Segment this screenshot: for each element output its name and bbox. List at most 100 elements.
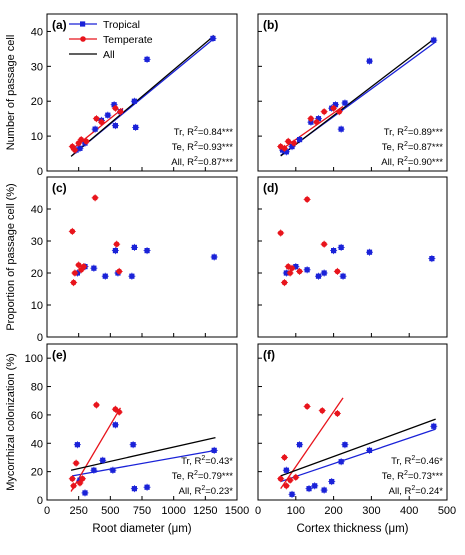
panel-b-annotation: Tr, R2=0.89*** <box>384 126 444 138</box>
legend-label-all: All <box>103 49 115 61</box>
y-axis-title-colonization: Mycorrhizal colonization (%) <box>5 353 17 491</box>
panel-c-frame <box>46 176 238 338</box>
panel-a-ytick-label: 40 <box>31 26 43 38</box>
panel-b-point-temperate <box>321 108 327 115</box>
panel-e-point-tropical <box>74 442 80 448</box>
panel-e-annotation: All, R2=0.23* <box>179 485 234 497</box>
panel-e-point-temperate <box>70 483 77 489</box>
panel-f-annotation: Tr, R2=0.46* <box>391 455 443 467</box>
panel-d-point-temperate <box>289 265 295 272</box>
panel-f-point-tropical <box>338 459 344 465</box>
panel-f-xtick-label: 0 <box>255 505 261 517</box>
panel-b-letter: (b) <box>263 18 278 32</box>
panel-d-point-temperate <box>277 230 284 236</box>
panel-e-point-tropical <box>112 422 118 428</box>
panel-f-xtick-label: 100 <box>287 505 305 517</box>
panel-f-point-tropical <box>329 478 335 485</box>
panel-a-ytick-label: 0 <box>37 166 43 178</box>
panel-e-xtick-label: 500 <box>101 505 119 517</box>
panel-a-point-temperate <box>72 147 78 153</box>
panel-f-xtick-label: 300 <box>362 505 380 517</box>
panel-e-point-tropical <box>91 467 97 473</box>
panel-f-point-temperate <box>277 475 284 482</box>
panel-a-point-temperate <box>83 138 90 145</box>
panel-d-point-tropical <box>338 244 344 250</box>
panel-a-point-temperate <box>112 105 119 111</box>
panel-f-xtick-label: 400 <box>400 505 418 517</box>
panel-c-point-tropical <box>144 248 150 254</box>
panel-e-xtick-label: 1500 <box>225 505 249 517</box>
panel-b-point-temperate <box>308 115 314 122</box>
panel-e-point-temperate <box>116 409 122 415</box>
panel-e-ytick-label: 0 <box>37 495 43 507</box>
panel-b-point-temperate <box>330 105 337 111</box>
panel-f-point-tropical <box>312 483 318 489</box>
panel-c-point-temperate <box>70 279 77 286</box>
panel-d-point-tropical <box>429 256 435 262</box>
panel-e-point-tropical <box>144 484 150 490</box>
panel-f-point-tropical <box>366 447 373 453</box>
panel-e-xtick-label: 1000 <box>161 505 185 517</box>
legend-label-temperate: Temperate <box>103 34 153 46</box>
y-axis-title-passage-cell: Number of passage cell <box>5 35 17 151</box>
panel-e-ytick-label: 20 <box>31 467 43 479</box>
panel-c-ytick-label: 20 <box>31 268 43 280</box>
panel-d-point-tropical <box>321 270 327 276</box>
panel-a-point-tropical <box>111 102 117 108</box>
panel-c-point-temperate <box>92 195 98 201</box>
panel-c-point-temperate <box>116 268 122 275</box>
panel-c-point-tropical <box>129 273 135 279</box>
legend-marker-temperate <box>80 36 86 42</box>
panel-d-point-temperate <box>321 241 327 247</box>
panel-e-fit-all <box>70 436 216 471</box>
panel-f-point-tropical <box>289 491 295 497</box>
panel-e-point-temperate <box>73 460 79 466</box>
panel-a-point-temperate <box>78 136 84 143</box>
panel-d-point-tropical <box>315 273 322 279</box>
panel-a-point-tropical <box>105 112 111 118</box>
panel-e-point-temperate <box>93 402 100 408</box>
panel-f-point-temperate <box>319 407 326 414</box>
panel-b-point-tropical <box>342 100 348 106</box>
panel-f-point-temperate <box>287 477 293 483</box>
panel-f-xtick-label: 200 <box>324 505 342 517</box>
panel-b-point-tropical <box>315 116 322 122</box>
legend-marker-tropical <box>80 21 86 27</box>
panel-b-point-tropical <box>296 137 303 143</box>
panel-e-point-tropical <box>130 442 136 448</box>
panel-f-point-tropical <box>431 423 437 429</box>
panel-a-point-tropical <box>144 56 150 62</box>
panel-e-xtick-label: 250 <box>69 505 87 517</box>
y-axis-title-proportion: Proportion of passage cell (%) <box>5 183 17 330</box>
panel-a-ytick-label: 10 <box>31 131 43 143</box>
panel-c-point-tropical <box>112 248 118 254</box>
panel-d-point-tropical <box>283 270 289 276</box>
panel-d-point-tropical <box>340 273 346 279</box>
panel-c-point-tropical <box>131 244 137 250</box>
panel-b-annotation: Te, R2=0.87*** <box>382 141 444 153</box>
panel-e-annotation: Tr, R2=0.43* <box>181 455 233 467</box>
panel-e-point-temperate <box>69 475 76 482</box>
panel-f-fit-all <box>280 418 436 477</box>
panel-f-letter: (f) <box>263 348 275 362</box>
panel-f-point-tropical <box>306 486 312 492</box>
panel-a-point-tropical <box>112 123 118 129</box>
panel-a-annotation: Tr, R2=0.84*** <box>174 126 234 138</box>
panel-c-ytick-label: 0 <box>37 332 43 344</box>
panel-c-point-temperate <box>80 263 87 270</box>
panel-a-point-tropical <box>210 35 216 42</box>
panel-f-point-tropical <box>283 467 289 473</box>
panel-a-point-tropical <box>131 98 137 104</box>
panel-a-annotation: Te, R2=0.93*** <box>172 141 234 153</box>
panel-a-point-temperate <box>98 119 105 125</box>
panel-f-point-tropical <box>321 487 327 493</box>
panel-b-point-tropical <box>332 102 339 108</box>
panel-f-point-temperate <box>304 403 310 410</box>
panel-e-point-tropical <box>82 490 88 496</box>
panel-e-point-temperate <box>77 480 83 486</box>
panel-d-point-tropical <box>331 248 337 254</box>
panel-e-ytick-label: 100 <box>25 353 43 365</box>
panel-e-point-temperate <box>79 475 86 482</box>
panel-e-ytick-label: 40 <box>31 438 43 450</box>
panel-b-annotation: All, R2=0.90*** <box>381 156 443 168</box>
